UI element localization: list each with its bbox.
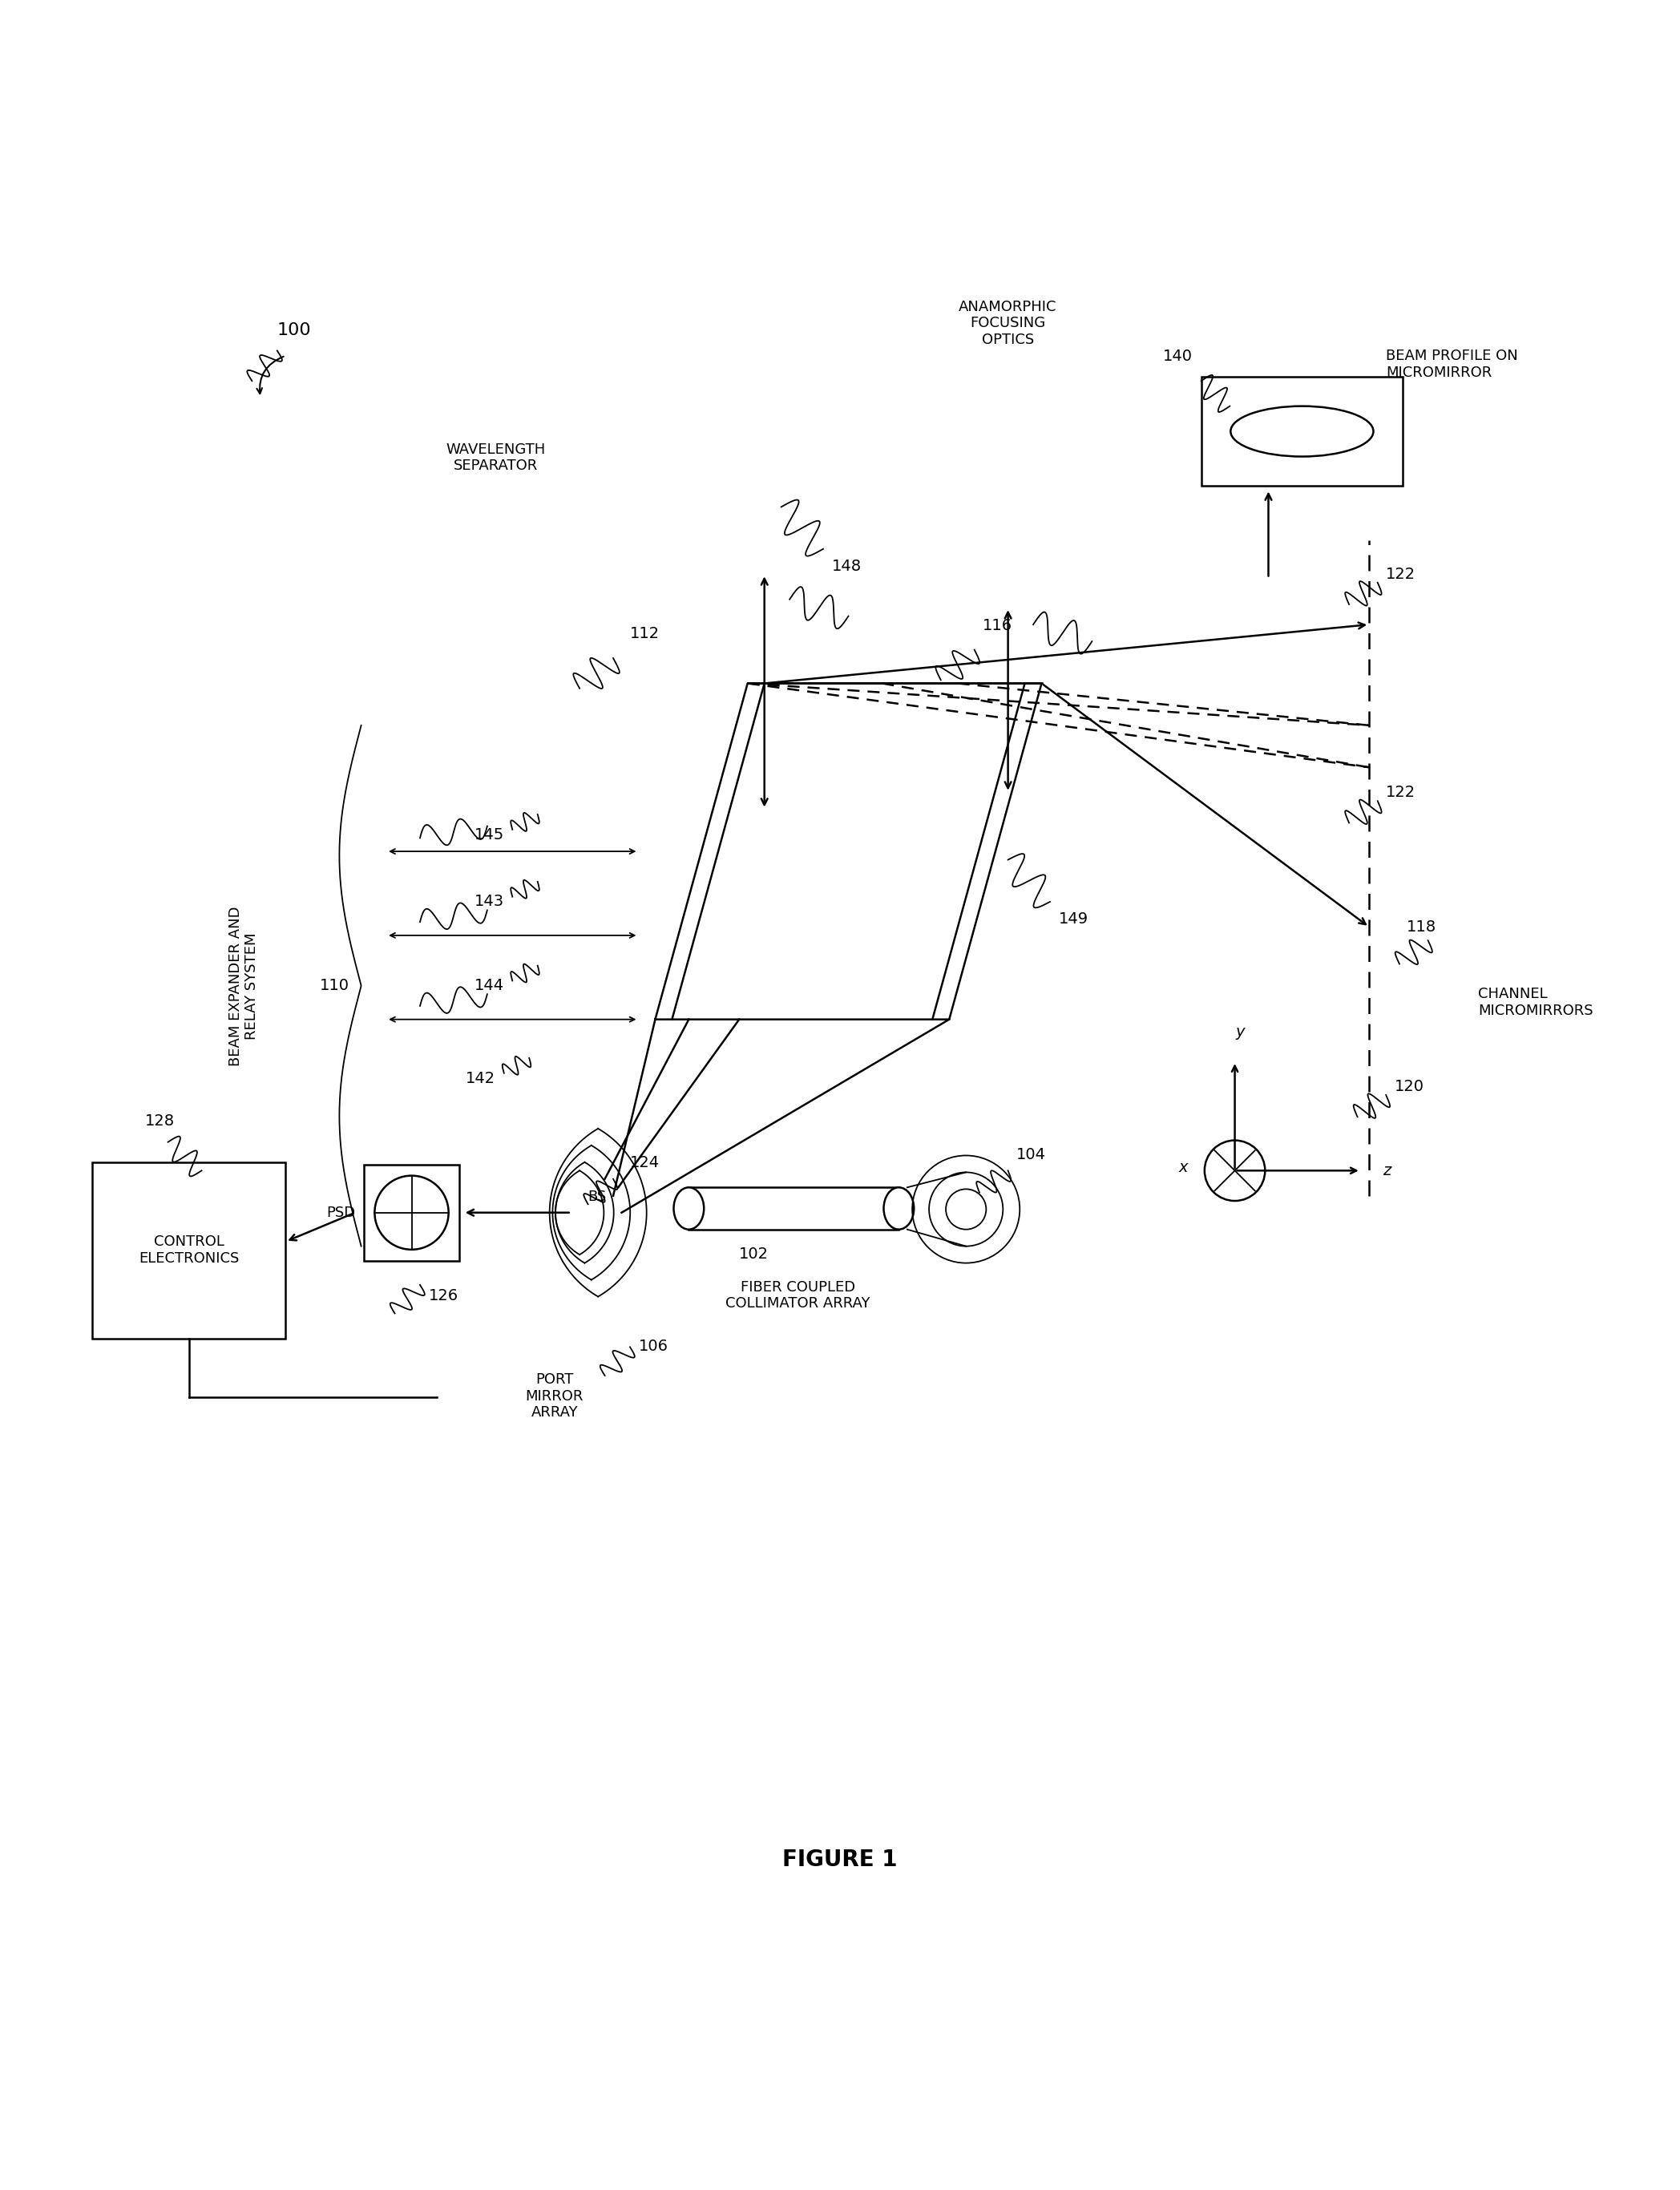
Text: 149: 149 [1058,911,1089,926]
Text: 140: 140 [1163,348,1193,364]
Bar [92,1163,286,1338]
Text: PORT
MIRROR
ARRAY: PORT MIRROR ARRAY [526,1373,583,1419]
Text: 100: 100 [277,322,311,339]
Bar [689,1187,899,1229]
Text: 106: 106 [638,1338,669,1353]
Text: 142: 142 [465,1071,496,1086]
Text: z: z [1383,1163,1391,1178]
Text: BS: BS [588,1189,606,1204]
Text: 118: 118 [1406,920,1436,935]
Text: 120: 120 [1394,1080,1425,1095]
Text: 124: 124 [630,1156,660,1172]
Text: x: x [1179,1161,1188,1174]
Text: CHANNEL
MICROMIRRORS: CHANNEL MICROMIRRORS [1478,988,1594,1018]
Text: FIGURE 1: FIGURE 1 [783,1848,897,1870]
Bar [363,1165,460,1261]
Text: 112: 112 [630,626,660,642]
Text: 144: 144 [474,979,504,994]
Text: 126: 126 [428,1288,459,1303]
Text: 143: 143 [474,894,504,909]
Text: y: y [1235,1025,1245,1040]
Text: 145: 145 [474,828,504,843]
Text: 110: 110 [319,979,349,994]
Text: PSD: PSD [326,1204,354,1220]
Text: 122: 122 [1386,567,1416,583]
Text: 128: 128 [144,1113,175,1128]
Ellipse shape [884,1187,914,1229]
Text: 104: 104 [1016,1148,1047,1163]
Ellipse shape [1230,405,1374,456]
Text: 148: 148 [832,558,862,574]
Bar [1201,377,1403,486]
Text: ANAMORPHIC
FOCUSING
OPTICS: ANAMORPHIC FOCUSING OPTICS [959,300,1057,348]
Text: BEAM EXPANDER AND
RELAY SYSTEM: BEAM EXPANDER AND RELAY SYSTEM [228,907,259,1067]
Text: WAVELENGTH
SEPARATOR: WAVELENGTH SEPARATOR [445,442,546,473]
Text: FIBER COUPLED
COLLIMATOR ARRAY: FIBER COUPLED COLLIMATOR ARRAY [726,1279,870,1312]
Text: 122: 122 [1386,784,1416,799]
Text: 116: 116 [983,618,1013,633]
Text: 102: 102 [739,1246,769,1261]
Text: CONTROL
ELECTRONICS: CONTROL ELECTRONICS [139,1235,239,1266]
Text: BEAM PROFILE ON
MICROMIRROR: BEAM PROFILE ON MICROMIRROR [1386,348,1519,379]
Ellipse shape [674,1187,704,1229]
